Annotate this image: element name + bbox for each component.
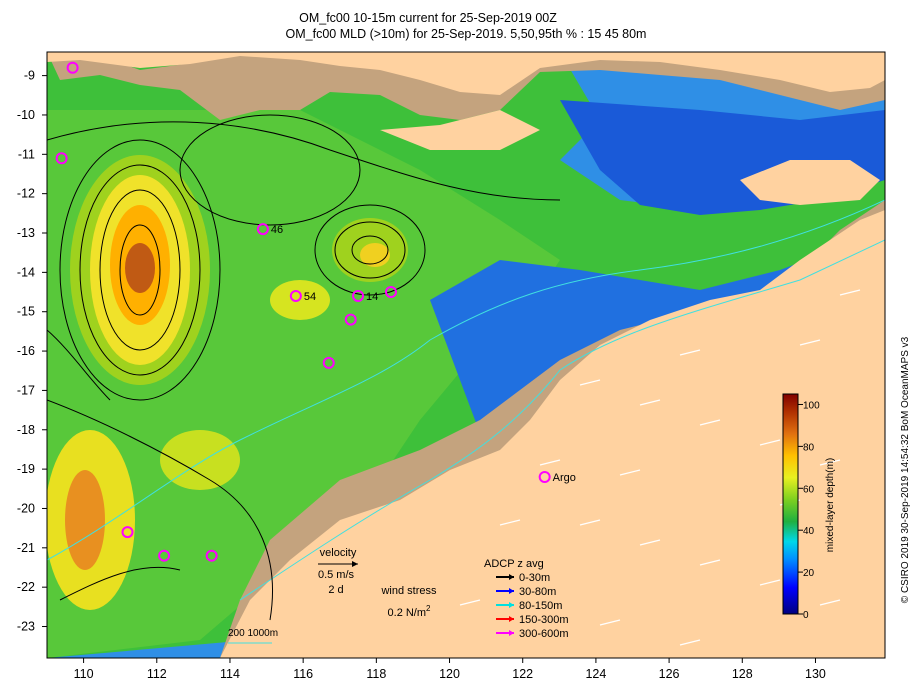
indonesian-islands-land bbox=[47, 52, 885, 95]
map-frame bbox=[46, 51, 886, 659]
observation-marker bbox=[352, 289, 365, 302]
y-tick-label: -16 bbox=[17, 344, 35, 358]
observation-marker bbox=[121, 526, 134, 539]
y-tick-label: -14 bbox=[17, 265, 35, 279]
credit-text: © CSIRO 2019 30-Sep-2019 14:54:32 BoM Oc… bbox=[900, 336, 911, 603]
adcp-legend: ADCP z avg 0-30m 30-80m 80-150m 150-300m 300… bbox=[484, 558, 569, 640]
colorbar-tick-label: 0 bbox=[803, 610, 809, 621]
x-tick-label: 112 bbox=[147, 667, 167, 681]
marker-label: 54 bbox=[304, 291, 316, 303]
adcp-legend-label: 0-30m bbox=[519, 572, 550, 584]
y-tick-label: -10 bbox=[17, 108, 35, 122]
adcp-legend-arrowhead bbox=[509, 588, 514, 594]
adcp-legend-label: 80-150m bbox=[519, 600, 562, 612]
wind-stress-label: wind stress bbox=[380, 585, 437, 597]
y-tick-label: -9 bbox=[24, 69, 35, 83]
isobath-1000m bbox=[47, 199, 885, 561]
y-tick-label: -18 bbox=[17, 423, 35, 437]
x-tick-label: 114 bbox=[220, 667, 240, 681]
observation-marker bbox=[158, 549, 171, 562]
colorbar-ramp bbox=[782, 393, 799, 615]
observation-marker bbox=[205, 549, 218, 562]
adcp-legend-label: 30-80m bbox=[519, 586, 556, 598]
isobath-label: 200 1000m bbox=[228, 628, 278, 639]
title-line-2: OM_fc00 MLD (>10m) for 25-Sep-2019. 5,50… bbox=[286, 27, 647, 41]
observation-marker bbox=[322, 356, 335, 369]
x-tick-label: 126 bbox=[659, 667, 680, 681]
y-tick-label: -13 bbox=[17, 226, 35, 240]
velocity-label: velocity bbox=[320, 547, 357, 559]
adcp-legend-title: ADCP z avg bbox=[484, 558, 544, 570]
colorbar-tick-label: 80 bbox=[803, 442, 815, 453]
observation-marker bbox=[256, 223, 269, 236]
observation-markers: 46 54 14 Argo bbox=[55, 61, 576, 562]
adcp-legend-arrowhead bbox=[509, 616, 514, 622]
colorbar-tick-label: 60 bbox=[803, 484, 815, 495]
colorbar-tick-label: 100 bbox=[803, 400, 820, 411]
velocity-arrowhead bbox=[352, 561, 358, 567]
australia-land bbox=[220, 210, 885, 658]
isobath-200m bbox=[239, 239, 885, 601]
current-streamlines bbox=[47, 114, 561, 621]
wind-legend: wind stress 0.2 N/m2 bbox=[380, 585, 437, 619]
colorbar-label: mixed-layer depth(m) bbox=[825, 458, 836, 552]
velocity-legend: velocity 0.5 m/s 2 d bbox=[318, 547, 358, 596]
adcp-legend-arrowhead bbox=[509, 630, 514, 636]
eddy-middle-core bbox=[360, 243, 390, 267]
colorbar: 0 20 40 60 80 100 mixed-layer depth(m) bbox=[782, 393, 836, 621]
southwest-orange-patch bbox=[65, 470, 105, 570]
adcp-legend-arrowhead bbox=[509, 574, 514, 580]
velocity-time: 2 d bbox=[328, 584, 343, 596]
isobath-legend: 200 1000m bbox=[228, 628, 278, 644]
y-tick-label: -23 bbox=[17, 620, 35, 634]
x-axis: 110 112 114 116 118 120 122 124 126 128 130 bbox=[74, 658, 826, 681]
colorbar-tick-label: 40 bbox=[803, 526, 815, 537]
y-axis: -9 -10 -11 -12 -13 -14 -15 -16 -17 -18 -19 -20 -21 -2… bbox=[17, 69, 47, 634]
adcp-legend-label: 150-300m bbox=[519, 614, 569, 626]
x-tick-label: 124 bbox=[585, 667, 606, 681]
title-line-1: OM_fc00 10-15m current for 25-Sep-2019 0… bbox=[299, 11, 557, 25]
y-tick-label: -19 bbox=[17, 462, 35, 476]
y-tick-label: -17 bbox=[17, 383, 35, 397]
marker-label: Argo bbox=[553, 472, 576, 484]
y-tick-label: -11 bbox=[18, 147, 35, 161]
x-tick-label: 118 bbox=[366, 667, 386, 681]
observation-marker bbox=[289, 289, 302, 302]
y-tick-label: -20 bbox=[17, 501, 35, 515]
observation-marker bbox=[384, 286, 397, 299]
adcp-legend-arrowhead bbox=[509, 602, 514, 608]
observation-marker bbox=[344, 313, 357, 326]
y-tick-label: -22 bbox=[17, 580, 35, 594]
x-tick-label: 130 bbox=[805, 667, 826, 681]
x-tick-label: 116 bbox=[293, 667, 313, 681]
x-tick-label: 110 bbox=[74, 667, 94, 681]
wind-stress-scale: 0.2 N/m2 bbox=[388, 604, 432, 619]
timor-island bbox=[740, 160, 880, 205]
y-tick-label: -21 bbox=[17, 541, 35, 555]
colorbar-tick-label: 20 bbox=[803, 568, 815, 579]
observation-marker bbox=[55, 152, 68, 165]
x-tick-label: 122 bbox=[512, 667, 533, 681]
adcp-legend-label: 300-600m bbox=[519, 628, 569, 640]
eddy-west-core bbox=[125, 243, 155, 293]
sumba-island bbox=[380, 110, 540, 150]
marker-label: 46 bbox=[271, 224, 283, 236]
x-tick-label: 128 bbox=[732, 667, 753, 681]
observation-marker bbox=[538, 470, 551, 483]
y-tick-label: -12 bbox=[17, 187, 35, 201]
x-tick-label: 120 bbox=[439, 667, 460, 681]
observation-marker bbox=[66, 61, 79, 74]
velocity-scale: 0.5 m/s bbox=[318, 569, 355, 581]
marker-label: 14 bbox=[366, 291, 378, 303]
map-area: 46 54 14 Argo bbox=[47, 52, 885, 658]
y-tick-label: -15 bbox=[17, 305, 35, 319]
